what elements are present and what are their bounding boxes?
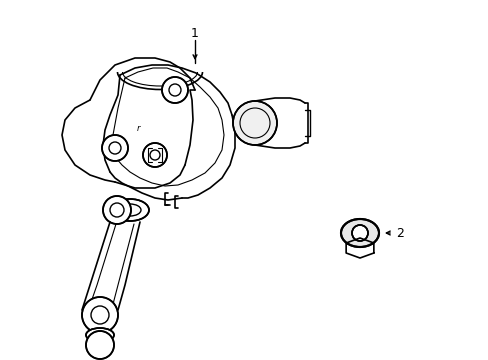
Circle shape (86, 331, 114, 359)
Circle shape (162, 77, 187, 103)
Text: 2: 2 (395, 226, 403, 239)
Ellipse shape (111, 199, 149, 221)
Circle shape (102, 135, 128, 161)
Circle shape (232, 101, 276, 145)
Text: r: r (136, 123, 140, 132)
Text: 1: 1 (191, 27, 199, 40)
Circle shape (351, 225, 367, 241)
Circle shape (103, 196, 131, 224)
Ellipse shape (86, 328, 114, 342)
Ellipse shape (340, 219, 378, 247)
Circle shape (82, 297, 118, 333)
Circle shape (142, 143, 167, 167)
